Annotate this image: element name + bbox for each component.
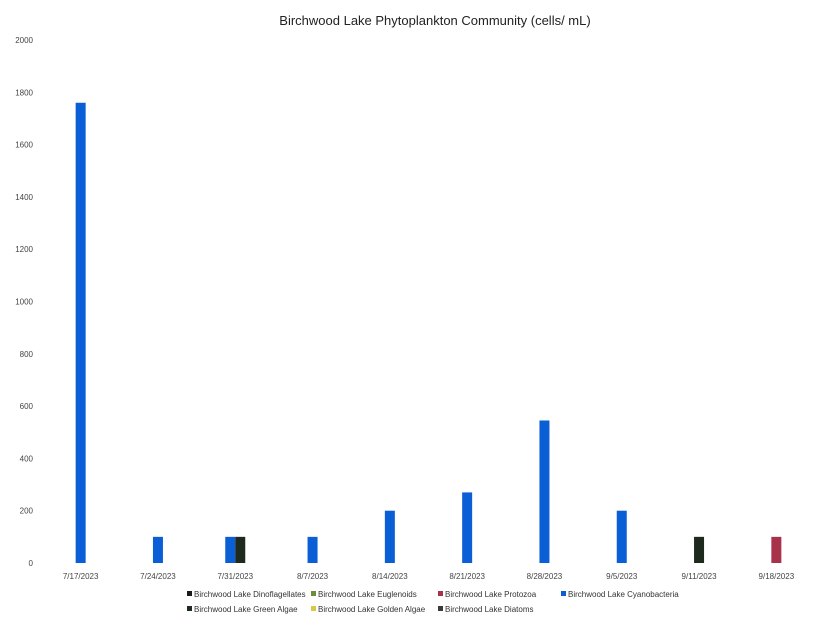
legend-label-birchwood-lake-protozoa: Birchwood Lake Protozoa (445, 590, 537, 599)
legend-swatch-birchwood-lake-golden-algae (311, 606, 316, 611)
legend: Birchwood Lake Dinoflagellates Birchwood … (187, 590, 679, 614)
bar-birchwood-lake-cyanobacteria-2 (225, 537, 235, 563)
plot-area (76, 103, 782, 563)
y-tick-label: 1000 (15, 298, 33, 307)
x-tick-label: 7/31/2023 (217, 572, 253, 581)
legend-swatch-birchwood-lake-dinoflagellates (187, 591, 192, 596)
legend-label-birchwood-lake-euglenoids: Birchwood Lake Euglenoids (318, 590, 417, 599)
y-tick-label: 200 (20, 507, 34, 516)
legend-swatch-birchwood-lake-diatoms (438, 606, 443, 611)
bar-birchwood-lake-green-algae-2 (235, 537, 245, 563)
legend-swatch-birchwood-lake-green-algae (187, 606, 192, 611)
bar-birchwood-lake-protozoa-9 (771, 537, 781, 563)
chart-title: Birchwood Lake Phytoplankton Community (… (279, 13, 590, 28)
y-tick-label: 2000 (15, 36, 33, 45)
y-tick-label: 0 (29, 559, 34, 568)
y-tick-label: 600 (20, 402, 34, 411)
bar-birchwood-lake-cyanobacteria-3 (308, 537, 318, 563)
bar-birchwood-lake-cyanobacteria-6 (539, 420, 549, 563)
legend-label-birchwood-lake-golden-algae: Birchwood Lake Golden Algae (318, 605, 426, 614)
legend-label-birchwood-lake-diatoms: Birchwood Lake Diatoms (445, 605, 533, 614)
legend-swatch-birchwood-lake-cyanobacteria (561, 591, 566, 596)
x-tick-label: 8/28/2023 (527, 572, 563, 581)
legend-label-birchwood-lake-dinoflagellates: Birchwood Lake Dinoflagellates (194, 590, 306, 599)
x-tick-label: 8/7/2023 (297, 572, 329, 581)
bar-birchwood-lake-cyanobacteria-1 (153, 537, 163, 563)
y-tick-label: 1400 (15, 193, 33, 202)
x-tick-label: 9/5/2023 (606, 572, 638, 581)
y-tick-label: 1800 (15, 88, 33, 97)
x-axis: 7/17/2023 7/24/2023 7/31/2023 8/7/2023 8/14/… (63, 572, 795, 581)
bar-birchwood-lake-cyanobacteria-0 (76, 103, 86, 563)
y-axis: 0 200 400 600 800 1000 1200 1400 1600 1800 2000 (15, 36, 33, 568)
y-tick-label: 400 (20, 454, 34, 463)
legend-label-birchwood-lake-green-algae: Birchwood Lake Green Algae (194, 605, 298, 614)
x-tick-label: 7/24/2023 (140, 572, 176, 581)
legend-label-birchwood-lake-cyanobacteria: Birchwood Lake Cyanobacteria (568, 590, 679, 599)
y-tick-label: 1200 (15, 245, 33, 254)
x-tick-label: 9/11/2023 (682, 572, 718, 581)
x-tick-label: 9/18/2023 (759, 572, 795, 581)
bar-birchwood-lake-green-algae-8 (694, 537, 704, 563)
x-tick-label: 8/14/2023 (372, 572, 408, 581)
legend-swatch-birchwood-lake-protozoa (438, 591, 443, 596)
bar-birchwood-lake-cyanobacteria-7 (617, 511, 627, 563)
x-tick-label: 8/21/2023 (449, 572, 485, 581)
bar-birchwood-lake-cyanobacteria-5 (462, 492, 472, 563)
legend-swatch-birchwood-lake-euglenoids (311, 591, 316, 596)
y-tick-label: 800 (20, 350, 34, 359)
x-tick-label: 7/17/2023 (63, 572, 99, 581)
bar-birchwood-lake-cyanobacteria-4 (385, 511, 395, 563)
y-tick-label: 1600 (15, 141, 33, 150)
